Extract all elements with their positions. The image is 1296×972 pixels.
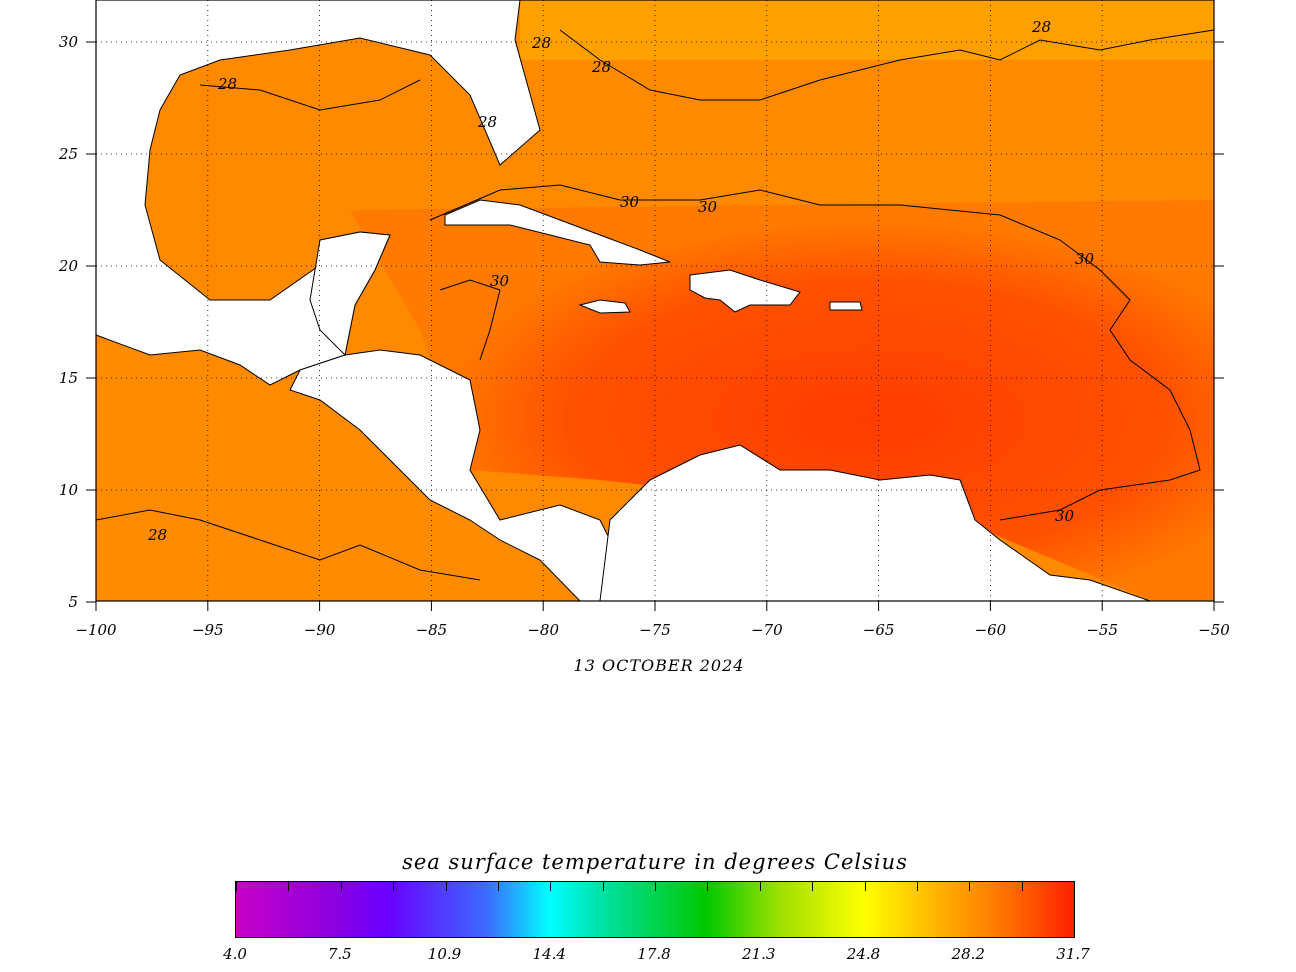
lon-tick-label: −50 [1198,621,1230,639]
colorbar-label: 31.7 [1056,945,1090,963]
caribbean-hot-zone [350,200,1214,600]
north-atlantic-warm [520,0,1214,60]
graticule [96,0,1214,601]
colorbar-tick [759,882,761,891]
lon-tick-label: −55 [1086,621,1118,639]
colorbar-tick [707,882,709,891]
colorbar-label: 21.3 [742,945,776,963]
colorbar-tick [445,882,447,891]
colorbar-tick [550,882,552,891]
contour-label: 30 [490,272,510,290]
lat-tick-label: 25 [58,145,78,163]
contour-label: 28 [1031,18,1051,36]
south-america-land [599,444,1151,602]
lon-tick-label: −65 [863,621,895,639]
hispaniola-land [689,269,801,313]
map-axes: −100 −95 −90 −85 −80 −75 −70 −65 −60 −55 −50 30 25 20… [58,0,1230,639]
lon-tick-label: −80 [527,621,559,639]
puerto-rico-land [829,301,863,311]
lon-tick-label: −90 [304,621,336,639]
isotherm-28-pacific [95,509,481,581]
colorbar-tick [812,882,814,891]
lon-tick-label: −70 [751,621,783,639]
lon-tick-label: −95 [192,621,224,639]
isotherm-30-honduras [439,279,501,361]
land [95,0,1151,602]
colorbar-label: 14.4 [532,945,566,963]
yucatan-land [309,231,391,357]
contour-label: 28 [531,34,551,52]
lat-tick-label: 20 [58,257,79,275]
isotherm-28-atlantic [559,29,1215,101]
contour-label: 30 [1075,250,1095,268]
date-label: 13 OCTOBER 2024 [573,656,745,675]
lon-tick-label: −75 [639,621,671,639]
lon-tick-label: −100 [75,621,117,639]
contour-label: 28 [477,113,497,131]
lat-tick-label: 15 [59,369,78,387]
sst-map: 28 28 28 28 28 30 30 30 30 30 28 −100 −95… [58,0,1230,639]
contour-label: 30 [1055,507,1075,525]
lon-tick-label: −85 [416,621,448,639]
contour-label: 28 [147,526,167,544]
lon-tick-label: −60 [975,621,1007,639]
colorbar [235,881,1075,938]
contour-label: 30 [620,193,640,211]
colorbar-tick [288,882,290,891]
lat-tick-label: 5 [68,593,78,611]
cuba-land [444,199,671,266]
colorbar-title: sea surface temperature in degrees Celsi… [402,850,908,874]
contour-label: 30 [698,198,718,216]
colorbar-label: 28.2 [951,945,985,963]
colorbar-tick [393,882,395,891]
colorbar-tick [497,882,499,891]
colorbar-label: 24.8 [846,945,881,963]
isotherms [95,29,1215,581]
colorbar-tick [969,882,971,891]
colorbar-tick [340,882,342,891]
colorbar-tick [1021,882,1023,891]
colorbar-label: 4.0 [223,945,247,963]
colorbar-label: 10.9 [427,945,462,963]
lat-tick-label: 10 [59,481,79,499]
colorbar-tick [602,882,604,891]
lat-tick-label: 30 [59,33,79,51]
colorbar-label: 17.8 [637,945,671,963]
contour-label: 28 [591,58,611,76]
pacific-warm [96,340,600,601]
colorbar-tick [916,882,918,891]
colorbar-tick [1074,882,1075,891]
jamaica-land [578,299,631,314]
colorbar-tick [655,882,656,891]
colorbar-label: 7.5 [327,945,352,963]
colorbar-tick [236,882,237,891]
isotherm-30-caribbean [429,184,1201,521]
contour-label: 28 [217,75,237,93]
colorbar-tick [864,882,866,891]
